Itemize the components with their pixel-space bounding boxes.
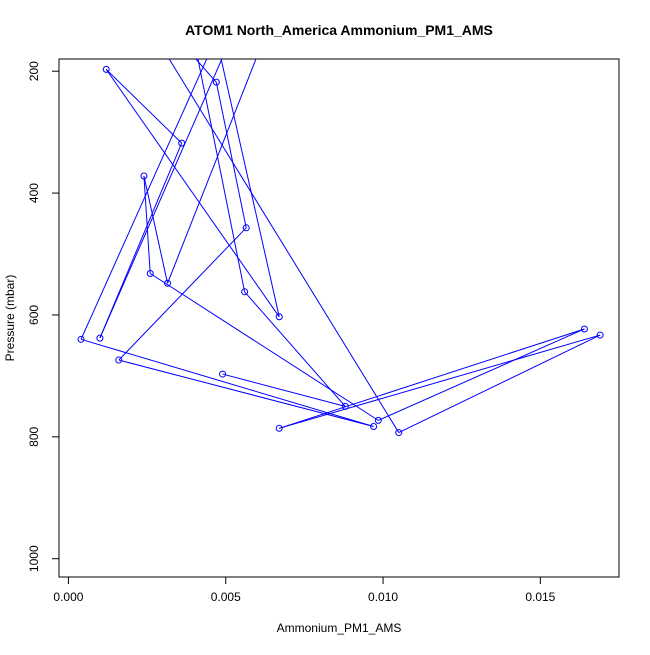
data-point	[580, 325, 588, 333]
data-point	[275, 313, 283, 321]
series-segment	[105, 69, 183, 144]
series-segment	[398, 334, 601, 434]
series-segment	[378, 328, 585, 421]
series-layer	[77, 36, 604, 437]
series-segment	[80, 338, 374, 427]
series-segment	[244, 291, 346, 407]
series-segment	[118, 227, 247, 361]
y-tick-label: 200	[27, 61, 41, 81]
series-segment	[99, 59, 223, 339]
series-segment	[143, 175, 169, 284]
series-segment	[215, 82, 247, 228]
data-point	[140, 172, 148, 180]
data-point	[374, 416, 382, 424]
series-segment	[222, 373, 346, 407]
y-tick-label: 1000	[27, 545, 41, 572]
data-point	[370, 422, 378, 430]
y-tick-label: 400	[27, 183, 41, 203]
y-tick-label: 800	[27, 427, 41, 447]
series-segment	[147, 41, 257, 56]
data-point	[77, 335, 85, 343]
data-point	[275, 424, 283, 432]
series-segment	[105, 69, 280, 318]
series-segment	[167, 59, 257, 284]
x-tick-label: 0.000	[53, 590, 83, 604]
series-segment	[155, 36, 179, 40]
series-segment	[118, 359, 374, 427]
series-segment	[279, 328, 585, 429]
series-segment	[168, 59, 400, 433]
series-segment	[220, 59, 280, 317]
data-point	[395, 429, 403, 437]
data-point	[341, 402, 349, 410]
series-segment	[149, 273, 379, 421]
data-point	[102, 65, 110, 73]
x-axis: 0.000 0.005 0.010 0.015	[53, 577, 556, 604]
y-tick-label: 600	[27, 305, 41, 325]
data-point	[242, 224, 250, 232]
x-tick-label: 0.005	[211, 590, 241, 604]
data-point	[164, 279, 172, 287]
y-axis: 200 400 600 800 1000	[27, 61, 59, 572]
data-point	[241, 288, 249, 296]
y-axis-label: Pressure (mbar)	[3, 275, 17, 362]
series-segment	[197, 59, 246, 292]
plot-frame	[58, 58, 620, 578]
data-point	[178, 139, 186, 147]
x-axis-label: Ammonium_PM1_AMS	[277, 621, 402, 635]
chart-title: ATOM1 North_America Ammonium_PM1_AMS	[185, 22, 493, 38]
data-point	[596, 331, 604, 339]
series-segment	[195, 59, 217, 83]
data-point	[96, 334, 104, 342]
series-segment	[279, 334, 601, 429]
x-tick-label: 0.015	[525, 590, 555, 604]
data-point	[146, 270, 154, 278]
series-segment	[99, 142, 183, 339]
x-tick-label: 0.010	[368, 590, 398, 604]
data-point	[212, 78, 220, 86]
series-segment	[80, 59, 208, 340]
data-point	[219, 370, 227, 378]
data-point	[115, 356, 123, 364]
